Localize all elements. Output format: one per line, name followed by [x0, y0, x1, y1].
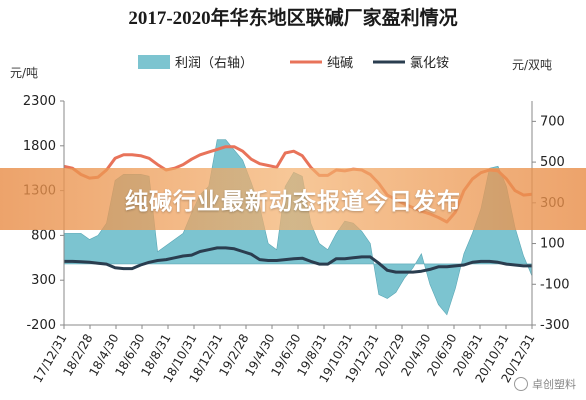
left-tick-label: -200: [26, 318, 56, 333]
right-tick-label: 500: [540, 155, 565, 170]
right-tick-label: 700: [540, 114, 565, 129]
x-tick-label: 17/12/31: [31, 332, 70, 386]
left-axis-unit: 元/吨: [10, 66, 38, 80]
left-tick-label: 1800: [23, 139, 56, 154]
legend-label: 利润（右轴）: [175, 56, 253, 71]
banner-text: 纯碱行业最新动态报道今日发布: [125, 189, 461, 215]
left-tick-label: 2300: [23, 94, 56, 109]
watermark: 卓创塑料: [514, 376, 576, 392]
left-tick-label: 800: [31, 228, 56, 243]
right-axis-unit: 元/双吨: [512, 58, 552, 72]
ammonium-chloride-line: [64, 246, 532, 274]
chart-legend: 利润（右轴） 纯碱 氯化铵: [138, 55, 449, 71]
legend-swatch: [138, 55, 170, 69]
watermark-logo-icon: [514, 377, 528, 391]
legend-label: 氯化铵: [410, 56, 449, 71]
headline-banner: 纯碱行业最新动态报道今日发布: [0, 168, 586, 230]
right-tick-label: -300: [540, 318, 570, 333]
legend-label: 纯碱: [327, 56, 353, 71]
legend-soda-ash: 纯碱: [290, 56, 353, 71]
left-tick-label: 300: [31, 273, 56, 288]
right-tick-label: 100: [540, 237, 565, 252]
legend-profit: 利润（右轴）: [138, 55, 253, 71]
right-tick-label: -100: [540, 277, 570, 292]
chart-title: 2017-2020年华东地区联碱厂家盈利情况: [128, 6, 457, 29]
watermark-text: 卓创塑料: [532, 378, 576, 391]
x-axis: 17/12/3118/2/2818/4/3018/6/3018/8/3118/1…: [31, 324, 538, 386]
legend-ammonium-chloride: 氯化铵: [373, 56, 449, 71]
